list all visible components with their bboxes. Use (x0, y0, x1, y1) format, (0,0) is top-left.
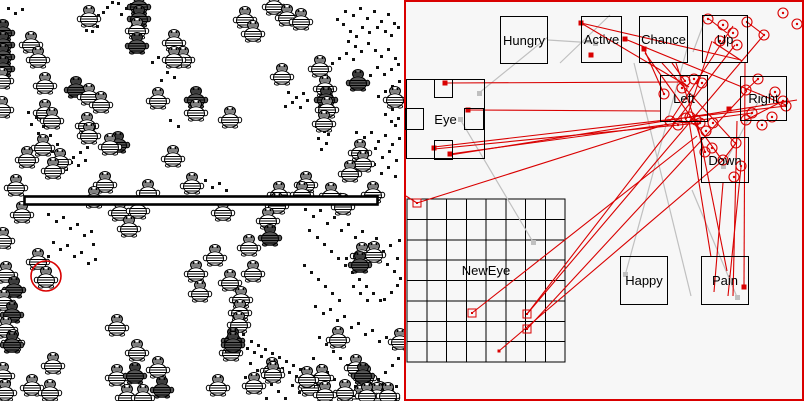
creature-sprite[interactable] (104, 314, 130, 337)
creature-sprite[interactable] (294, 366, 320, 389)
node-chance[interactable]: Chance (639, 16, 688, 63)
creature-sprite[interactable] (220, 331, 246, 354)
node-left[interactable]: Left (660, 75, 708, 122)
creature-sprite[interactable] (375, 382, 401, 401)
creature-sprite[interactable] (1, 276, 27, 299)
creature-sprite[interactable] (97, 133, 123, 156)
creature-sprite[interactable] (0, 227, 16, 250)
creature-sprite[interactable] (76, 122, 102, 145)
creature-sprite[interactable] (205, 374, 231, 397)
creature-sprite[interactable] (88, 91, 114, 114)
creature-sprite[interactable] (76, 5, 102, 28)
creature-sprite[interactable] (382, 86, 404, 109)
node-happy[interactable]: Happy (620, 256, 668, 305)
node-active[interactable]: Active (581, 16, 622, 63)
creature-sprite[interactable] (307, 55, 333, 78)
creature-sprite[interactable] (179, 172, 205, 195)
creature-sprite[interactable] (0, 96, 15, 119)
creature-sprite[interactable] (104, 364, 130, 387)
creature-sprite[interactable] (354, 382, 380, 401)
creature-sprite[interactable] (145, 87, 171, 110)
creature-sprite[interactable] (337, 160, 363, 183)
creature-sprite[interactable] (260, 361, 286, 384)
creature-sprite[interactable] (40, 157, 66, 180)
creature-sprite[interactable] (345, 69, 371, 92)
wall (23, 195, 379, 206)
creature-sprite[interactable] (240, 20, 266, 43)
node-hungry[interactable]: Hungry (500, 16, 548, 64)
node-right[interactable]: Right (740, 76, 787, 121)
creature-sprite[interactable] (311, 110, 337, 133)
creature-sprite[interactable] (3, 174, 29, 197)
creature-sprite[interactable] (149, 376, 175, 399)
creature-sprite[interactable] (183, 99, 209, 122)
creature-sprite[interactable] (183, 260, 209, 283)
creature-sprite[interactable] (236, 234, 262, 257)
creature-sprite[interactable] (0, 331, 25, 354)
eye-sensor-box[interactable] (434, 79, 453, 98)
creature-sprite[interactable] (124, 32, 150, 55)
eye-sensor-box[interactable] (405, 108, 424, 130)
creature-sprite[interactable] (202, 244, 228, 267)
creature-sprite[interactable] (25, 46, 51, 69)
creature-sprite[interactable] (312, 381, 338, 401)
creature-sprite[interactable] (145, 356, 171, 379)
selection-ring (30, 260, 62, 292)
node-down[interactable]: Down (701, 137, 749, 183)
creature-sprite[interactable] (33, 266, 59, 289)
node-up[interactable]: Up (702, 15, 748, 63)
creature-sprite[interactable] (288, 8, 314, 31)
eye-sensor-box[interactable] (464, 108, 484, 130)
creature-sprite[interactable] (161, 46, 187, 69)
creature-sprite[interactable] (160, 145, 186, 168)
creature-sprite[interactable] (387, 328, 404, 351)
creature-sprite[interactable] (32, 72, 58, 95)
creature-sprite[interactable] (130, 384, 156, 401)
creature-sprite[interactable] (116, 215, 142, 238)
creature-sprite[interactable] (0, 67, 15, 90)
creature-sprite[interactable] (37, 379, 63, 401)
creature-sprite[interactable] (0, 379, 18, 401)
creature-sprite[interactable] (40, 352, 66, 375)
creature-sprite[interactable] (347, 251, 373, 274)
field-canvas (0, 0, 404, 401)
creature-sprite[interactable] (269, 63, 295, 86)
creature-sprite[interactable] (122, 362, 148, 385)
creature-sprite[interactable] (325, 326, 351, 349)
creature-sprite[interactable] (19, 374, 45, 397)
creature-sprite[interactable] (187, 280, 213, 303)
creature-sprite[interactable] (30, 134, 56, 157)
world-field[interactable] (0, 0, 404, 401)
creature-sprite[interactable] (39, 107, 65, 130)
eye-sensor-box[interactable] (434, 140, 453, 160)
creature-sprite[interactable] (124, 339, 150, 362)
creature-sprite[interactable] (240, 260, 266, 283)
creature-sprite[interactable] (14, 146, 40, 169)
creature-sprite[interactable] (217, 106, 243, 129)
creature-sprite[interactable] (217, 269, 243, 292)
creature-sprite[interactable] (241, 372, 267, 395)
creature-sprite[interactable] (257, 224, 283, 247)
node-pain[interactable]: Pain (701, 256, 749, 305)
